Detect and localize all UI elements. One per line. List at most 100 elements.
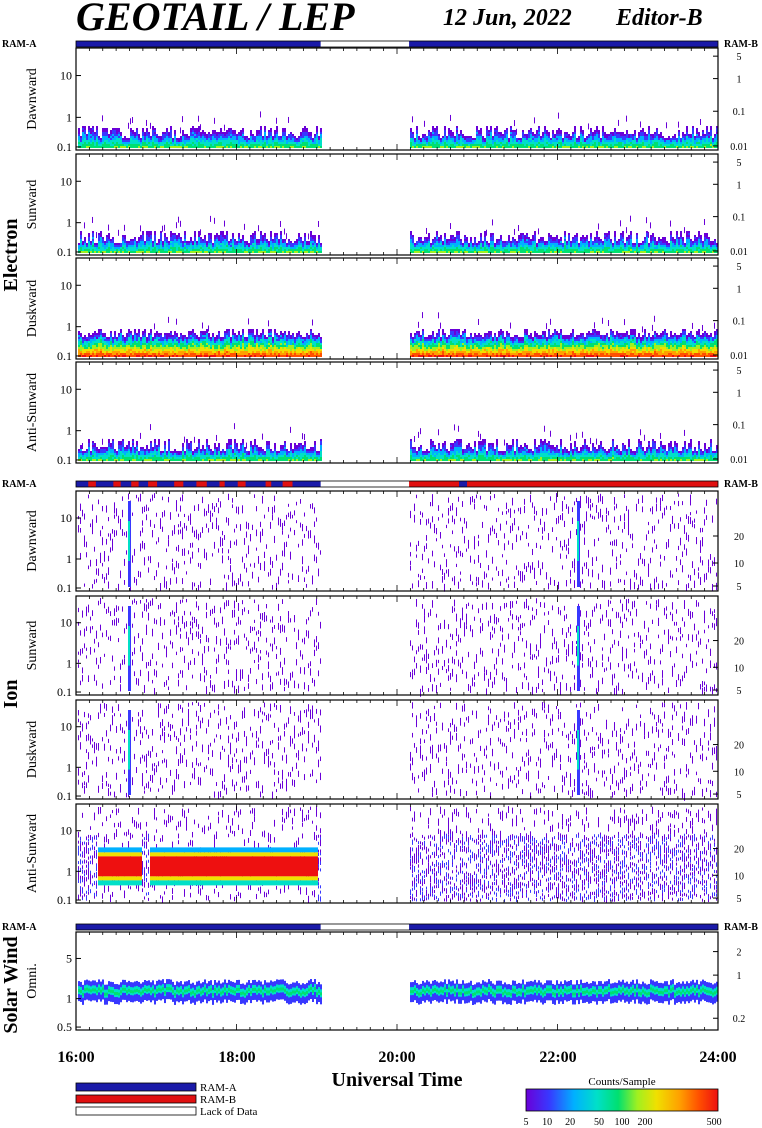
spectrogram-cell	[458, 249, 460, 251]
spectrogram-cell	[292, 251, 294, 253]
y-tick-label: 1	[66, 216, 72, 230]
spectrogram-cell	[242, 144, 244, 146]
spectrogram-cell	[244, 136, 246, 138]
spectrogram-cell	[690, 140, 692, 142]
spectrogram-cell	[574, 132, 576, 134]
spectrogram-cell	[170, 249, 172, 251]
spectrogram-cell	[190, 140, 192, 142]
spectrogram-cell	[296, 138, 298, 140]
spectrogram-cell	[102, 237, 104, 239]
spectrogram-cell	[642, 251, 644, 253]
spectrogram-cell	[468, 138, 470, 140]
spectrogram-cell	[180, 237, 182, 239]
spectrogram-cell	[474, 241, 476, 243]
spectrogram-cell	[444, 247, 446, 249]
spectrogram-cell	[176, 237, 178, 239]
spectrogram-cell	[312, 138, 314, 140]
spectrogram-cell	[714, 142, 716, 144]
spectrogram-cell	[468, 251, 470, 253]
spectrogram-cell	[696, 142, 698, 144]
spectrogram-cell	[228, 138, 230, 140]
spectrogram-cell	[80, 241, 82, 243]
spectrogram-cell	[262, 239, 264, 241]
spectrogram-cell	[412, 249, 414, 251]
spectrogram-cell	[580, 132, 582, 134]
spectrogram-cell	[474, 247, 476, 249]
spectrogram-cell	[704, 138, 706, 140]
spectrogram-cell	[320, 132, 322, 134]
spectrogram-cell	[446, 247, 448, 249]
spectrogram-cell	[86, 343, 88, 345]
spectrogram-cell	[534, 237, 536, 239]
spectrogram-cell	[192, 136, 194, 138]
spectrogram-cell	[260, 241, 262, 243]
spectrogram-cell	[188, 140, 190, 142]
spectrogram-cell	[518, 146, 520, 148]
spectrogram-cell	[96, 347, 98, 349]
spectrogram-cell	[526, 134, 528, 136]
spectrogram-cell	[586, 136, 588, 138]
spectrogram-cell	[106, 140, 108, 142]
spectrogram-cell	[558, 112, 559, 119]
spectrogram-cell	[78, 337, 80, 339]
spectrogram-cell	[178, 233, 180, 235]
spectrogram-cell	[604, 138, 606, 140]
spectrogram-cell	[678, 132, 680, 134]
spectrogram-cell	[182, 136, 184, 138]
spectrogram-cell	[186, 247, 188, 249]
spectrogram-cell	[428, 138, 430, 140]
spectrogram-cell	[698, 237, 700, 239]
spectrogram-cell	[454, 142, 456, 144]
spectrogram-cell	[410, 247, 412, 249]
spectrogram-cell	[172, 237, 174, 239]
spectrogram-cell	[92, 144, 94, 146]
spectrogram-cell	[168, 134, 170, 136]
spectrogram-cell	[506, 128, 508, 130]
spectrogram-cell	[694, 146, 696, 148]
spectrogram-cell	[594, 239, 596, 241]
spectrogram-cell	[244, 247, 246, 249]
spectrogram-cell	[96, 142, 98, 144]
spectrogram-cell	[118, 333, 120, 335]
spectrogram-cell	[318, 235, 320, 237]
spectrogram-cell	[502, 134, 504, 136]
spectrogram-cell	[456, 126, 458, 128]
spectrogram-cell	[642, 243, 644, 245]
spectrogram-cell	[96, 138, 98, 140]
spectrogram-cell	[578, 245, 580, 247]
spectrogram-cell	[694, 136, 696, 138]
spectrogram-cell	[450, 251, 452, 253]
spectrogram-cell	[716, 146, 718, 148]
spectrogram-cell	[484, 247, 486, 249]
spectrogram-cell	[466, 251, 468, 253]
spectrogram-cell	[530, 144, 532, 146]
spectrogram-cell	[108, 140, 110, 142]
spectrogram-cell	[132, 243, 134, 245]
spectrogram-cell	[604, 241, 606, 243]
spectrogram-cell	[552, 134, 554, 136]
spectrogram-cell	[444, 134, 446, 136]
spectrogram-cell	[552, 237, 554, 239]
spectrogram-cell	[570, 245, 572, 247]
spectrogram-cell	[174, 235, 176, 237]
spectrogram-cell	[656, 142, 658, 144]
spectrogram-cell	[242, 241, 244, 243]
spectrogram-cell	[514, 146, 516, 148]
spectrogram-cell	[588, 146, 590, 148]
spectrogram-cell	[596, 130, 598, 132]
spectrogram-cell	[598, 245, 600, 247]
spectrogram-cell	[252, 247, 254, 249]
spectrogram-cell	[208, 142, 210, 144]
spectrogram-cell	[570, 136, 572, 138]
spectrogram-cell	[116, 245, 118, 247]
spectrogram-cell	[530, 138, 532, 140]
spectrogram-cell	[234, 140, 236, 142]
spectrogram-cell	[636, 138, 638, 140]
spectrogram-cell	[498, 247, 500, 249]
spectrogram-cell	[120, 353, 122, 355]
spectrogram-cell	[296, 146, 298, 148]
spectrogram-cell	[274, 130, 276, 132]
panel-background	[76, 154, 718, 255]
spectrogram-cell	[86, 142, 88, 144]
spectrogram-cell	[410, 132, 412, 134]
